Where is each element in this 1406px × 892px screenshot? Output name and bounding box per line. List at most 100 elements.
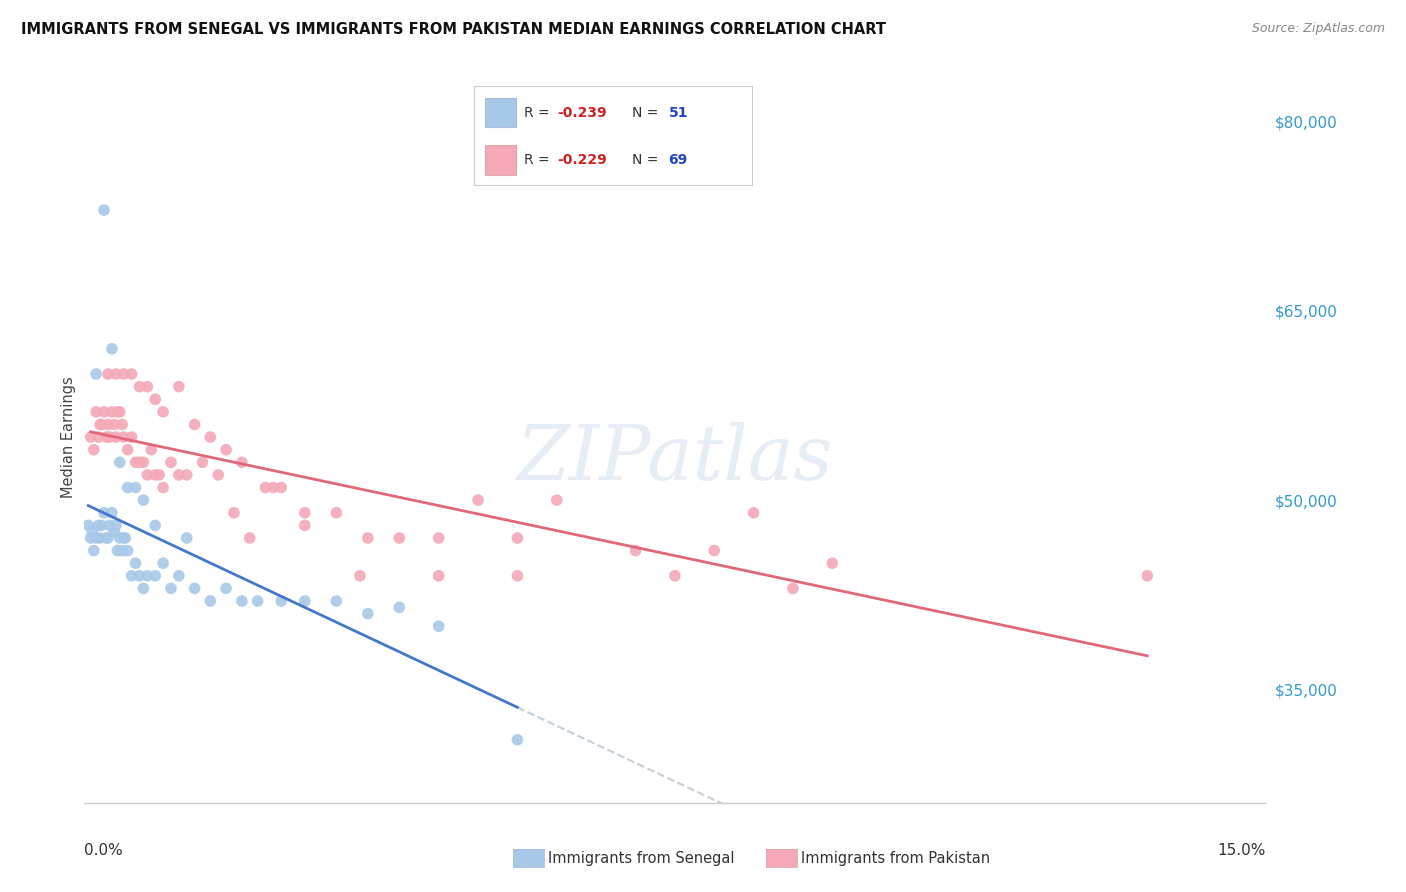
Point (191, 455, 214, 469)
Point (467, 493, 489, 508)
Text: -0.229: -0.229 (557, 153, 607, 167)
Point (128, 455, 150, 469)
Point (506, 732, 529, 747)
Point (388, 600, 411, 615)
Text: ZIPatlas: ZIPatlas (516, 422, 834, 496)
Text: 15.0%: 15.0% (1218, 843, 1265, 858)
Point (108, 531, 131, 545)
Point (183, 417, 205, 432)
Point (782, 582, 804, 596)
Point (103, 417, 125, 432)
Point (215, 582, 238, 596)
Point (98, 430, 121, 444)
Point (112, 430, 135, 444)
Text: 0.0%: 0.0% (84, 843, 124, 858)
Point (84, 531, 107, 545)
Point (96, 531, 118, 545)
Point (82, 524, 104, 539)
Text: IMMIGRANTS FROM SENEGAL VS IMMIGRANTS FROM PAKISTAN MEDIAN EARNINGS CORRELATION : IMMIGRANTS FROM SENEGAL VS IMMIGRANTS FR… (21, 22, 886, 37)
Point (136, 569, 159, 583)
Point (132, 493, 155, 508)
Point (506, 531, 529, 545)
Text: N =: N = (633, 153, 664, 167)
Point (270, 481, 292, 495)
Point (121, 367, 143, 381)
Point (79, 430, 101, 444)
Point (231, 594, 253, 608)
Point (148, 467, 170, 482)
Point (128, 569, 150, 583)
Point (239, 531, 262, 545)
Point (112, 531, 135, 545)
Point (160, 582, 183, 596)
Point (124, 481, 146, 495)
Point (93, 203, 115, 218)
Text: 51: 51 (668, 105, 688, 120)
Text: N =: N = (633, 105, 664, 120)
Point (132, 582, 155, 596)
Point (176, 531, 198, 545)
Point (294, 506, 316, 520)
Point (89, 531, 111, 545)
Point (143, 467, 166, 482)
Point (93, 506, 115, 520)
Bar (485, 145, 516, 175)
Point (262, 481, 284, 495)
Point (703, 543, 725, 558)
Point (83, 543, 105, 558)
Text: Immigrants from Senegal: Immigrants from Senegal (548, 851, 735, 865)
Point (427, 531, 450, 545)
Point (294, 518, 316, 533)
Point (325, 506, 347, 520)
Point (294, 594, 316, 608)
Point (152, 556, 174, 570)
Point (93, 405, 115, 419)
Point (104, 518, 127, 533)
Point (167, 569, 190, 583)
Point (89, 417, 111, 432)
Point (124, 455, 146, 469)
Point (141, 442, 163, 457)
Point (97, 417, 120, 432)
Point (136, 379, 159, 393)
Point (117, 543, 139, 558)
Point (143, 392, 166, 407)
Point (90, 518, 112, 533)
Point (742, 506, 765, 520)
Point (90, 417, 112, 432)
Point (132, 455, 155, 469)
Point (254, 481, 277, 495)
Point (111, 543, 134, 558)
Point (124, 556, 146, 570)
Point (101, 342, 124, 356)
Point (427, 619, 450, 633)
Point (112, 367, 135, 381)
Point (117, 442, 139, 457)
Point (136, 467, 159, 482)
Point (101, 506, 124, 520)
Point (167, 379, 190, 393)
Text: 69: 69 (668, 153, 688, 167)
Point (215, 442, 238, 457)
Text: Source: ZipAtlas.com: Source: ZipAtlas.com (1251, 22, 1385, 36)
Text: Immigrants from Pakistan: Immigrants from Pakistan (801, 851, 991, 865)
Point (388, 531, 411, 545)
Bar (485, 98, 516, 128)
Point (624, 543, 647, 558)
Point (1136, 569, 1159, 583)
Point (231, 455, 253, 469)
Point (111, 417, 134, 432)
Point (87, 430, 110, 444)
Point (357, 531, 380, 545)
Point (222, 506, 245, 520)
Text: R =: R = (524, 105, 554, 120)
Point (104, 367, 127, 381)
Point (101, 405, 124, 419)
Point (160, 455, 183, 469)
Point (104, 430, 127, 444)
Point (77, 518, 100, 533)
Point (98, 518, 121, 533)
Point (107, 543, 129, 558)
Point (114, 531, 136, 545)
Point (128, 379, 150, 393)
